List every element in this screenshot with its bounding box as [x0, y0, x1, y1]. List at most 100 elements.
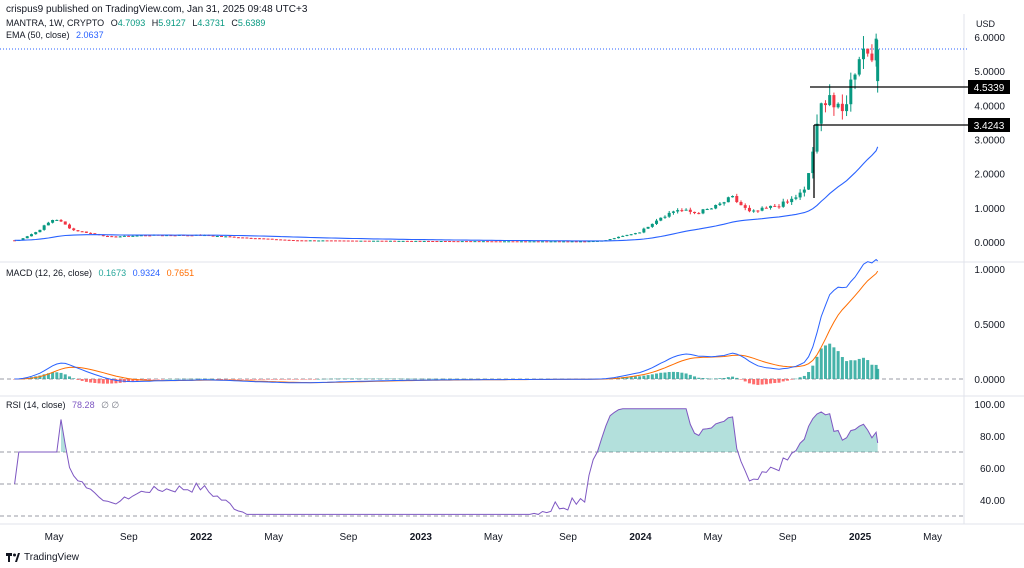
level-lower[interactable]: 3.4243 [814, 118, 1010, 132]
candle-body [38, 229, 42, 233]
macd-histogram-bar [773, 379, 777, 384]
candle-body [80, 231, 84, 233]
candle-body [633, 233, 637, 235]
macd-histogram-bar [629, 376, 633, 379]
macd-histogram-bar [232, 379, 236, 380]
macd-histogram-bar [165, 378, 169, 380]
time-tick: Sep [120, 532, 138, 543]
candle-body [498, 241, 502, 243]
macd-histogram-bar [110, 379, 114, 384]
candle-body [211, 235, 215, 237]
candle-body [718, 203, 722, 206]
candle-body [443, 241, 447, 243]
macd-histogram-bar [203, 378, 207, 380]
candle-body [274, 239, 278, 241]
macd-histogram-bar [870, 364, 874, 379]
candle-body [781, 201, 785, 207]
macd-histogram-bar [97, 379, 101, 384]
tradingview-brand[interactable]: TradingView [6, 552, 79, 563]
macd-histogram-bar [190, 378, 194, 380]
candle-body [705, 209, 709, 211]
candle-body [617, 236, 621, 239]
time-tick: 2024 [629, 532, 652, 543]
macd-histogram-bar [236, 379, 240, 380]
candle-body [21, 238, 25, 241]
macd-histogram-bar [334, 378, 338, 380]
candle-body [106, 236, 110, 238]
candle-body [815, 123, 819, 152]
candle-body [777, 206, 781, 208]
candle-body [397, 240, 401, 242]
macd-histogram-bar [828, 343, 832, 379]
macd-histogram-bar [625, 376, 629, 379]
candle-body [317, 240, 321, 242]
macd-histogram-bar [228, 379, 232, 380]
candle-body [680, 210, 684, 212]
candle-body [291, 240, 295, 242]
candle-body [507, 241, 511, 243]
level-lower-label: 3.4243 [974, 121, 1005, 132]
candle-body [110, 236, 114, 238]
macd-histogram-bar [743, 379, 747, 382]
macd-histogram-bar [646, 375, 650, 379]
candle-body [215, 235, 219, 237]
macd-histogram-bar [823, 345, 827, 379]
macd-histogram-bar [245, 379, 249, 380]
candle-body [393, 240, 397, 242]
price-axis: 6.0000 5.0000 4.0000 3.0000 2.0000 1.0000 0.00… [974, 33, 1005, 249]
candle-body [874, 38, 878, 61]
macd-histogram-bar [84, 379, 88, 382]
macd-histogram-bar [410, 378, 414, 380]
macd-histogram-bar [325, 378, 329, 380]
candle-body [722, 202, 726, 204]
candle-body [334, 240, 338, 242]
candle-body [764, 207, 768, 209]
legend-macd-row: MACD (12, 26, close) 0.1673 0.9324 0.765… [6, 268, 194, 278]
candle-body [743, 205, 747, 208]
candle-body [553, 241, 557, 243]
candle-body [828, 95, 832, 106]
candle-body [811, 151, 815, 174]
candle-body [139, 235, 143, 237]
macd-histogram-bar [72, 378, 76, 379]
macd-histogram-bar [182, 378, 186, 380]
time-tick: May [45, 532, 64, 543]
macd-histogram-bar [253, 379, 257, 380]
candle-body [338, 240, 342, 242]
candle-body [684, 209, 688, 211]
macd-histogram-bar [262, 379, 266, 380]
candle-body [477, 241, 481, 243]
price-tick: 5.0000 [974, 67, 1005, 78]
candle-body [823, 103, 827, 106]
macd-histogram-bar [688, 374, 692, 379]
macd-histogram-bar [270, 379, 274, 380]
candle-body [76, 230, 80, 232]
candle-body [473, 241, 477, 243]
candle-body [819, 103, 823, 124]
candle-body [747, 207, 751, 212]
candle-body [287, 239, 291, 241]
candle-body [726, 197, 730, 203]
candle-body [131, 235, 135, 237]
ema-line [14, 146, 879, 242]
macd-histogram-bar [785, 379, 789, 381]
level-upper[interactable]: 4.5339 [810, 80, 1010, 94]
macd-histogram-bar [106, 379, 110, 384]
macd-histogram-bar [874, 364, 878, 379]
candle-body [148, 235, 152, 237]
candle-body [144, 235, 148, 237]
candle-body [697, 213, 701, 215]
macd-histogram-bar [350, 378, 354, 380]
macd-histogram-bar [456, 378, 460, 380]
candle-body [135, 235, 139, 237]
candle-body [114, 236, 118, 238]
candle-body [731, 196, 735, 198]
candle-body [93, 233, 97, 235]
candle-body [308, 240, 312, 242]
candle-body [346, 240, 350, 242]
candle-body [587, 241, 591, 243]
candle-body [118, 236, 122, 238]
candle-body [304, 240, 308, 242]
candle-body [646, 226, 650, 229]
